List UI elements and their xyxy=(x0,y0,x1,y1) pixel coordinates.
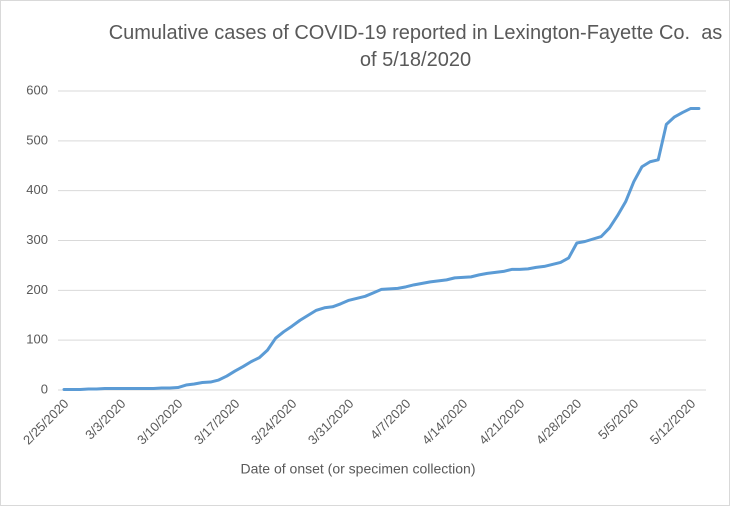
chart-title: Cumulative cases of COVID-19 reported in… xyxy=(108,22,728,71)
x-tick-label: 5/12/2020 xyxy=(647,396,699,448)
x-tick-label: 3/10/2020 xyxy=(134,396,186,448)
y-tick-label: 500 xyxy=(26,132,48,147)
y-tick-label: 300 xyxy=(26,232,48,247)
y-tick-label: 100 xyxy=(26,332,48,347)
x-tick-label: 3/3/2020 xyxy=(82,396,128,442)
x-tick-label: 4/7/2020 xyxy=(367,396,413,442)
x-tick-label: 5/5/2020 xyxy=(595,396,641,442)
y-tick-label: 400 xyxy=(26,182,48,197)
y-tick-label: 0 xyxy=(41,381,48,396)
x-tick-label: 2/25/2020 xyxy=(20,396,72,448)
x-tick-label: 4/21/2020 xyxy=(476,396,528,448)
y-tick-label: 200 xyxy=(26,282,48,297)
x-axis-title: Date of onset (or specimen collection) xyxy=(241,461,476,477)
y-tick-label: 600 xyxy=(26,82,48,97)
x-tick-label: 3/31/2020 xyxy=(305,396,357,448)
x-tick-label: 3/17/2020 xyxy=(191,396,243,448)
x-tick-label: 4/28/2020 xyxy=(533,396,585,448)
data-line xyxy=(62,106,701,391)
x-tick-label: 3/24/2020 xyxy=(248,396,300,448)
x-tick-label: 4/14/2020 xyxy=(419,396,471,448)
